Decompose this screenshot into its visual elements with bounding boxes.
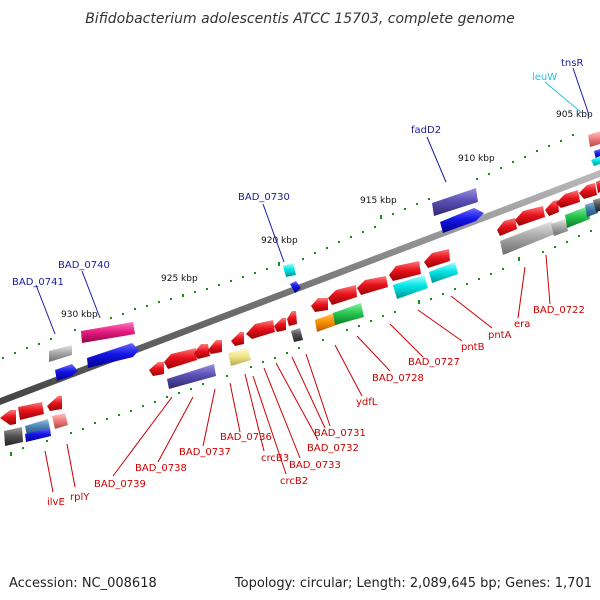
- gene-steel-1: [25, 419, 50, 436]
- gene-bad0741-gray: [49, 345, 72, 362]
- gene-rply-red: [18, 402, 44, 420]
- gene-label-ydfl[interactable]: ydfL: [356, 397, 378, 408]
- gene-red-e: [579, 183, 597, 199]
- map-title: Bifidobacterium adolescentis ATCC 15703,…: [85, 11, 515, 27]
- upper-label-group: BAD_0741 BAD_0740 BAD_0730 fadD2 leuW tn…: [12, 58, 590, 335]
- kbp-label-910: 910 kbp: [458, 154, 495, 164]
- gene-label-crcb3[interactable]: crcB3: [261, 453, 289, 464]
- gene-bad0739-red: [149, 362, 164, 376]
- gene-label-bad0732[interactable]: BAD_0732: [307, 443, 359, 454]
- gene-bad0727-red: [357, 276, 388, 295]
- gene-label-leuw[interactable]: leuW: [532, 72, 557, 83]
- gene-pnta-cyan: [429, 262, 458, 283]
- gene-dark-2: [593, 198, 600, 212]
- gene-crcb2-red: [246, 320, 275, 339]
- gene-label-era[interactable]: era: [514, 319, 530, 330]
- genome-summary-text: Topology: circular; Length: 2,089,645 bp…: [234, 576, 592, 591]
- gene-label-bad0739[interactable]: BAD_0739: [94, 479, 146, 490]
- gene-gray-long: [500, 221, 555, 255]
- gene-ilve-red: [0, 410, 16, 425]
- gene-label-bad0728[interactable]: BAD_0728: [372, 373, 424, 384]
- kbp-label-930: 930 kbp: [61, 310, 98, 320]
- gene-bad0740-magenta: [81, 322, 135, 343]
- gene-pnta-red: [424, 249, 450, 268]
- gene-red-f: [596, 180, 600, 193]
- kbp-label-920: 920 kbp: [261, 236, 298, 246]
- gene-label-crcb2[interactable]: crcB2: [280, 476, 308, 487]
- gene-small-red-1: [47, 396, 62, 411]
- gene-dark-1: [4, 427, 23, 446]
- kbp-label-925: 925 kbp: [161, 274, 198, 284]
- gene-pntb-red: [389, 261, 421, 281]
- gene-label-bad0741[interactable]: BAD_0741: [12, 277, 64, 288]
- gene-label-bad0733[interactable]: BAD_0733: [289, 460, 341, 471]
- gene-ydfl-orange: [315, 312, 339, 332]
- gene-bad0728-red: [328, 285, 357, 305]
- kbp-label-905: 905 kbp: [556, 110, 593, 120]
- gene-ydfl-red: [311, 298, 328, 312]
- gene-label-rply[interactable]: rplY: [70, 492, 90, 503]
- gene-bad0737-purple: [167, 364, 216, 389]
- gene-bad0733-red: [274, 318, 286, 332]
- lower-label-text: ilvE rplY BAD_0739 BAD_0738 BAD_0737 BAD…: [47, 305, 585, 508]
- gene-bad0730-blue: [290, 281, 301, 293]
- gene-bad0730-cyan: [283, 263, 296, 277]
- gene-label-bad0740[interactable]: BAD_0740: [58, 260, 110, 271]
- gene-label-bad0736[interactable]: BAD_0736: [220, 432, 272, 443]
- gene-bad0722-red: [515, 206, 545, 226]
- gene-label-bad0727[interactable]: BAD_0727: [408, 357, 460, 368]
- gene-bad0738-red: [164, 348, 197, 369]
- gene-bad0736-red: [208, 340, 222, 354]
- lower-label-group: [44, 254, 551, 493]
- gene-era-red: [497, 218, 517, 236]
- gene-label-ilve[interactable]: ilvE: [47, 497, 65, 508]
- gene-label-bad0722[interactable]: BAD_0722: [533, 305, 585, 316]
- gene-bad0737-red: [194, 344, 210, 359]
- gene-fadd2-purple: [432, 188, 478, 216]
- gene-bad0736-yellow: [228, 348, 251, 366]
- gene-fadd2-blue: [440, 208, 484, 233]
- gene-blue-2: [25, 428, 51, 442]
- gene-label-bad0730[interactable]: BAD_0730: [238, 192, 290, 203]
- gene-red-c: [545, 200, 559, 216]
- gene-gray-small: [551, 219, 568, 236]
- gene-bad0732-red: [287, 311, 297, 326]
- gene-label-pntb[interactable]: pntB: [461, 342, 485, 353]
- upper-dot-track: [2, 134, 574, 359]
- gene-leuw-cyan: [591, 156, 600, 166]
- gene-label-bad0738[interactable]: BAD_0738: [135, 463, 187, 474]
- gene-bad0731-dark: [291, 328, 303, 342]
- gene-label-pnta[interactable]: pntA: [488, 330, 512, 341]
- gene-bad0740-blue: [87, 343, 139, 368]
- gene-green-small: [565, 206, 590, 228]
- gene-label-bad0731[interactable]: BAD_0731: [314, 428, 366, 439]
- gene-pntb-cyan: [393, 275, 428, 299]
- gene-crcb3-red: [231, 332, 244, 346]
- gene-label-fadd2[interactable]: fadD2: [411, 125, 441, 136]
- gene-label-bad0737[interactable]: BAD_0737: [179, 447, 231, 458]
- lower-dot-track: [10, 230, 592, 456]
- gene-red-d: [556, 190, 580, 208]
- upper-features: [49, 131, 600, 381]
- gene-tnsr-pink: [588, 131, 600, 147]
- gene-label-tnsr[interactable]: tnsR: [561, 58, 583, 69]
- gene-pink-1: [52, 413, 68, 429]
- gene-bad0728-green: [333, 303, 364, 325]
- kbp-label-915: 915 kbp: [360, 196, 397, 206]
- accession-text: Accession: NC_008618: [9, 576, 157, 591]
- lower-features: [0, 180, 600, 446]
- gene-bad0741-blue: [55, 364, 78, 381]
